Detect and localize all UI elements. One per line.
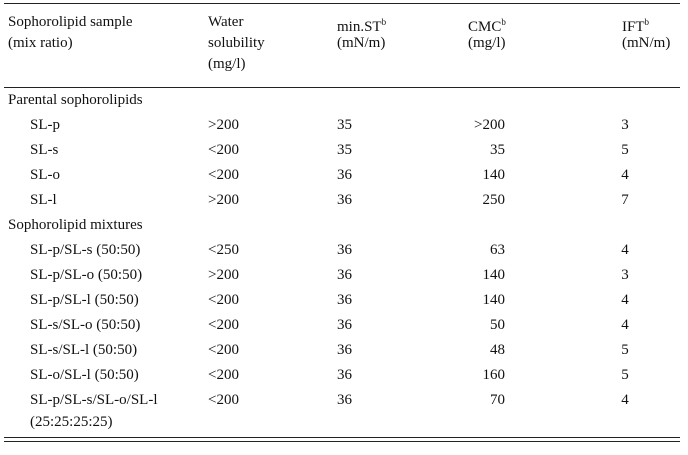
water-solubility: <200 xyxy=(208,142,239,158)
cmc: 250 xyxy=(482,192,506,208)
header-cell: Sophorolipid sample xyxy=(8,13,133,31)
min-st: 36 xyxy=(337,242,352,258)
sample-name: SL-l xyxy=(30,192,57,208)
min-st: 36 xyxy=(337,392,352,408)
header-text: (mg/l) xyxy=(208,56,246,72)
ift: 3 xyxy=(621,117,629,133)
sample-name: SL-o xyxy=(30,167,60,183)
header-cell: (mix ratio) xyxy=(8,34,73,52)
header-text: (mg/l) xyxy=(468,35,506,51)
sample-name: (25:25:25:25) xyxy=(30,414,113,430)
header-text: (mix ratio) xyxy=(8,35,73,51)
sample-name: SL-s/SL-o (50:50) xyxy=(30,317,141,333)
header-text: IFT xyxy=(622,19,645,35)
sample-name: SL-p/SL-o (50:50) xyxy=(30,267,143,283)
header-cell: Water xyxy=(208,13,243,31)
header-text: Sophorolipid sample xyxy=(8,14,133,30)
water-solubility: <200 xyxy=(208,342,239,358)
water-solubility: <200 xyxy=(208,167,239,183)
header-cell: solubility xyxy=(208,34,265,52)
cmc: >200 xyxy=(474,117,505,133)
min-st: 36 xyxy=(337,367,352,383)
min-st: 36 xyxy=(337,342,352,358)
sample-name: SL-s xyxy=(30,142,59,158)
ift: 7 xyxy=(621,192,629,208)
water-solubility: >200 xyxy=(208,117,239,133)
bottom-rule xyxy=(4,441,680,442)
sample-name: SL-s/SL-l (50:50) xyxy=(30,342,138,358)
min-st: 36 xyxy=(337,192,352,208)
header-cell: (mg/l) xyxy=(468,34,506,52)
ift: 5 xyxy=(621,342,629,358)
header-text: solubility xyxy=(208,35,265,51)
water-solubility: <200 xyxy=(208,317,239,333)
header-cell: CMCb xyxy=(468,13,506,36)
section-title: Sophorolipid mixtures xyxy=(8,217,143,233)
water-solubility: <200 xyxy=(208,392,239,408)
top-rule xyxy=(4,3,680,4)
header-text: (mN/m) xyxy=(337,35,386,51)
sample-name: SL-p/SL-s (50:50) xyxy=(30,242,141,258)
header-text: (mN/m) xyxy=(622,35,671,51)
bottom-rule xyxy=(4,437,680,438)
sample-name: SL-p/SL-l (50:50) xyxy=(30,292,139,308)
ift: 4 xyxy=(621,317,629,333)
min-st: 36 xyxy=(337,317,352,333)
water-solubility: <250 xyxy=(208,242,239,258)
ift: 4 xyxy=(621,242,629,258)
header-cell: (mN/m) xyxy=(337,34,385,52)
min-st: 35 xyxy=(337,142,352,158)
cmc: 140 xyxy=(482,267,506,283)
header-superscript: b xyxy=(644,17,650,27)
cmc: 140 xyxy=(482,292,506,308)
ift: 3 xyxy=(621,267,629,283)
header-cell: IFTb xyxy=(622,13,649,36)
min-st: 36 xyxy=(337,167,352,183)
water-solubility: <200 xyxy=(208,292,239,308)
sample-name: SL-p/SL-s/SL-o/SL-l xyxy=(30,392,158,408)
cmc: 63 xyxy=(490,242,505,258)
sample-name: SL-o/SL-l (50:50) xyxy=(30,367,139,383)
header-text: CMC xyxy=(468,19,502,35)
header-rule xyxy=(4,87,680,88)
cmc: 35 xyxy=(490,142,505,158)
cmc: 70 xyxy=(490,392,505,408)
sample-name: SL-p xyxy=(30,117,60,133)
ift: 4 xyxy=(621,292,629,308)
header-cell: min.STb xyxy=(337,13,386,36)
ift: 5 xyxy=(621,367,629,383)
header-superscript: b xyxy=(381,17,387,27)
section-title: Parental sophorolipids xyxy=(8,92,143,108)
water-solubility: >200 xyxy=(208,192,239,208)
cmc: 48 xyxy=(490,342,505,358)
header-cell: (mg/l) xyxy=(208,55,246,73)
header-text: Water xyxy=(208,14,244,30)
ift: 4 xyxy=(621,167,629,183)
ift: 4 xyxy=(621,392,629,408)
header-cell: (mN/m) xyxy=(622,34,670,52)
cmc: 50 xyxy=(490,317,505,333)
cmc: 160 xyxy=(482,367,506,383)
min-st: 35 xyxy=(337,117,352,133)
cmc: 140 xyxy=(482,167,506,183)
water-solubility: >200 xyxy=(208,267,239,283)
header-text: min.ST xyxy=(337,19,382,35)
min-st: 36 xyxy=(337,292,352,308)
ift: 5 xyxy=(621,142,629,158)
water-solubility: <200 xyxy=(208,367,239,383)
header-superscript: b xyxy=(501,17,506,27)
min-st: 36 xyxy=(337,267,352,283)
